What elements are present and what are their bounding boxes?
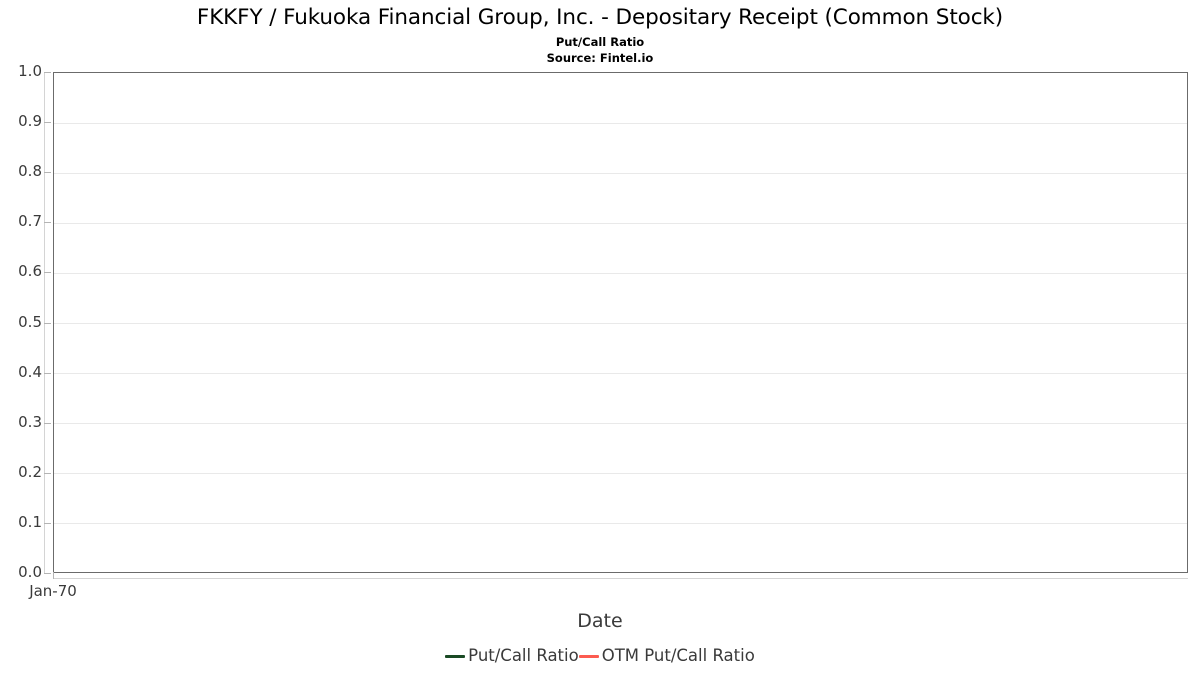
y-axis-tick: [44, 323, 51, 324]
y-axis-spine: [44, 72, 45, 573]
chart-subtitle: Put/Call Ratio: [555, 35, 645, 49]
x-axis-spine: [53, 578, 1188, 579]
gridline: [54, 222, 1187, 224]
chart-legend: Put/Call Ratio OTM Put/Call Ratio: [0, 646, 1200, 665]
legend-entry[interactable]: Put/Call Ratio: [445, 646, 579, 665]
page-title: FKKFY / Fukuoka Financial Group, Inc. - …: [196, 5, 1004, 30]
y-axis-tick: [44, 122, 51, 123]
y-axis-tick-label: 0.6: [18, 262, 42, 281]
legend-line-swatch-icon: [578, 654, 599, 658]
gridline: [54, 423, 1187, 425]
y-axis-tick-label: 0.7: [18, 212, 42, 231]
gridline: [54, 523, 1187, 525]
x-axis-title: Date: [577, 610, 623, 632]
chart-source-attribution: Source: Fintel.io: [546, 51, 654, 65]
y-axis-tick: [44, 72, 51, 73]
gridline: [54, 323, 1187, 324]
y-axis-tick: [44, 573, 51, 574]
y-axis-tick: [44, 473, 51, 474]
y-axis-tick: [44, 222, 51, 223]
gridline: [54, 473, 1187, 475]
y-axis-tick: [44, 423, 51, 424]
y-axis-tick-label: 0.1: [18, 512, 42, 531]
y-axis-tick-label: 0.9: [18, 112, 42, 131]
x-axis-tick: [53, 572, 54, 579]
legend-entry[interactable]: OTM Put/Call Ratio: [578, 646, 755, 665]
legend-label: Put/Call Ratio: [468, 646, 579, 665]
gridline: [54, 373, 1187, 375]
gridline: [54, 122, 1187, 124]
legend-line-swatch-icon: [445, 654, 466, 658]
y-axis-tick: [44, 172, 51, 173]
y-axis-tick-label: 0.2: [18, 462, 42, 481]
y-axis-tick-label: 0.4: [18, 362, 42, 381]
legend-label: OTM Put/Call Ratio: [601, 646, 755, 665]
plot-area: [53, 72, 1188, 573]
y-axis-tick-label: 1.0: [18, 62, 42, 80]
y-axis-tick: [44, 373, 51, 374]
gridline: [54, 272, 1187, 274]
gridline: [54, 172, 1187, 174]
x-axis-tick-label: Jan-70: [29, 582, 77, 600]
y-axis-tick-label: 0.5: [18, 312, 42, 331]
y-axis-tick-label: 0.3: [18, 412, 42, 431]
y-axis-tick: [44, 523, 51, 524]
y-axis-tick-label: 0.0: [18, 563, 42, 581]
y-axis-tick-label: 0.8: [18, 162, 42, 181]
y-axis-tick: [44, 272, 51, 273]
